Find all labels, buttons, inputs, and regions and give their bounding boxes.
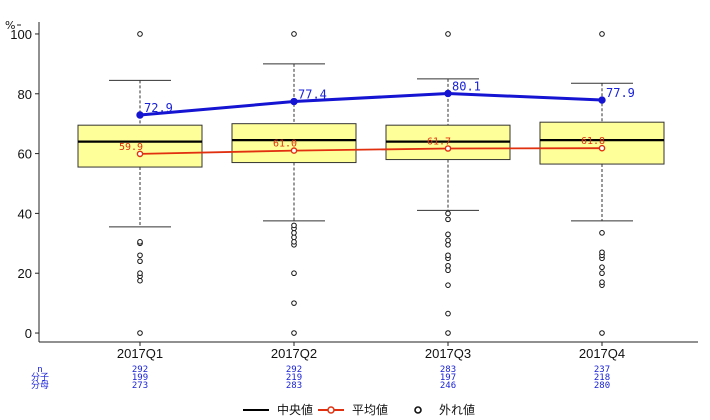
mean-data-label: 61.8 [581,136,605,147]
series-line-blue [139,91,603,117]
mean-point [444,145,452,152]
mean-data-label: 59.9 [119,142,143,153]
outlier-point [137,239,143,245]
outlier-point [137,31,143,37]
mean-point [598,144,606,152]
series-point-blue [290,97,298,106]
legend-label: 平均値 [352,402,388,417]
mean-data-label: 61.7 [427,137,451,148]
counts-value: 280 [594,381,610,391]
outlier-point [137,258,143,265]
series-data-label: 72.9 [144,101,173,115]
box-iqr [539,121,665,165]
counts-value: 246 [440,381,456,391]
counts-row-label: 分子 [31,372,49,383]
y-tick-group: 0 20 40 60 80 100 [10,27,39,341]
outlier-point [291,270,297,277]
counts-row-label: 分母 [31,380,49,391]
outlier-point [445,267,451,274]
counts-value: 237 [594,365,610,375]
counts-row-label: n [37,365,42,375]
outlier-point [445,231,451,238]
x-tick-label: 2017Q4 [579,346,625,361]
series-data-label: 77.9 [606,86,635,100]
box-iqr [77,124,203,168]
legend-label: 外れ値 [439,402,475,417]
outlier-point [445,262,451,269]
series-point-blue [444,89,452,98]
outlier-point [445,216,451,223]
outlier-point [445,237,451,244]
counts-value: 273 [132,381,148,391]
mean-line [139,147,603,155]
outlier-point [599,249,605,256]
y-tick-label: 0 [25,326,32,341]
x-tick-label: 2017Q3 [425,346,471,361]
counts-value: 292 [286,365,302,375]
y-tick-label: 80 [18,87,32,102]
outlier-point [291,300,297,306]
counts-value: 218 [594,373,610,383]
legend-swatch-mean-point [327,406,335,414]
series-lines-group: 72.9 77.4 80.1 77.9 59.9 61.0 61.7 61.8 [119,79,635,158]
outlier-point [599,270,605,277]
mean-point [136,150,144,158]
outlier-point [599,330,605,336]
outlier-point [445,310,451,317]
counts-value: 292 [132,365,148,375]
x-tick-label: 2017Q2 [271,346,317,361]
series-data-label: 80.1 [452,79,481,93]
counts-table: n分子分母29219927329221928328319724623721828… [31,365,610,391]
outlier-point [137,330,143,336]
legend: 中央値 平均値 外れ値 [243,402,475,417]
outlier-point [445,330,451,336]
outlier-point [291,330,297,336]
x-tick-label: 2017Q1 [117,346,163,361]
outlier-point [445,242,451,248]
outlier-point [445,282,451,288]
series-point-blue [136,111,144,119]
outlier-point [137,277,143,284]
series-point-blue [598,96,606,104]
outlier-point [291,230,297,236]
outlier-point [599,279,605,285]
series-data-label: 77.4 [298,88,327,102]
y-tick-label: 40 [18,206,32,221]
outlier-point [291,239,297,245]
outlier-point [599,31,605,37]
legend-label: 中央値 [277,402,313,417]
outlier-point [291,222,297,229]
counts-value: 283 [286,381,302,391]
counts-value: 283 [440,365,456,375]
boxes-group [77,31,665,336]
y-tick-label: 20 [18,266,32,281]
outlier-point [291,234,297,241]
mean-data-label: 61.0 [273,139,297,150]
outlier-point [445,252,451,259]
counts-value: 197 [440,373,456,383]
y-tick-label: 60 [18,147,32,162]
outlier-point [599,230,605,236]
outlier-point [599,264,605,271]
outlier-point [445,210,451,217]
box-iqr [231,123,357,164]
counts-value: 199 [132,373,148,383]
counts-value: 219 [286,373,302,383]
outlier-point [291,31,297,37]
outlier-point [445,31,451,37]
outlier-point [137,270,143,277]
outlier-point [137,252,143,259]
legend-swatch-outlier [414,406,422,414]
mean-point [290,147,298,154]
y-tick-label: 100 [10,27,32,42]
y-unit-label: % [5,19,15,32]
x-tick-group: 2017Q1 2017Q2 2017Q3 2017Q4 [117,342,625,361]
